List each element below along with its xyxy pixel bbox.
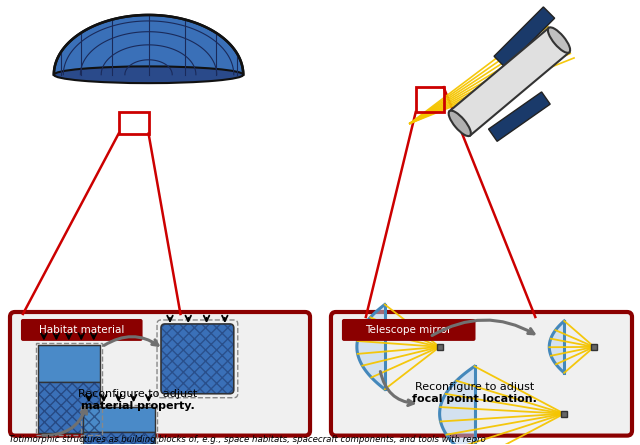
Polygon shape [549,321,564,373]
Bar [38,382,100,433]
Text: focal point location.: focal point location. [412,394,537,404]
Polygon shape [440,366,474,445]
Polygon shape [488,92,550,142]
Ellipse shape [449,111,471,136]
Polygon shape [494,7,555,68]
Bar [38,382,100,433]
Ellipse shape [548,27,570,53]
Text: Totimorphic structures as building blocks of, e.g., space habitats, spacecraft c: Totimorphic structures as building block… [9,435,486,444]
Bar [416,87,444,112]
Text: Reconfigure to adjust: Reconfigure to adjust [415,382,534,392]
Bar [81,405,157,445]
Bar [83,407,154,432]
FancyBboxPatch shape [10,312,310,436]
Text: Habitat material: Habitat material [39,325,124,335]
Bar [83,432,154,445]
FancyBboxPatch shape [21,319,143,341]
Bar [36,344,102,435]
Bar [118,112,148,134]
Polygon shape [449,28,569,136]
Bar [38,345,100,382]
Text: material property.: material property. [81,400,195,411]
FancyBboxPatch shape [161,324,234,394]
Text: Reconfigure to adjust: Reconfigure to adjust [79,389,198,399]
FancyBboxPatch shape [331,312,632,436]
Polygon shape [357,304,385,389]
Ellipse shape [54,66,243,83]
Text: Telescope mirror: Telescope mirror [365,325,452,335]
Bar [83,432,154,445]
FancyBboxPatch shape [342,319,476,341]
Polygon shape [54,15,243,75]
